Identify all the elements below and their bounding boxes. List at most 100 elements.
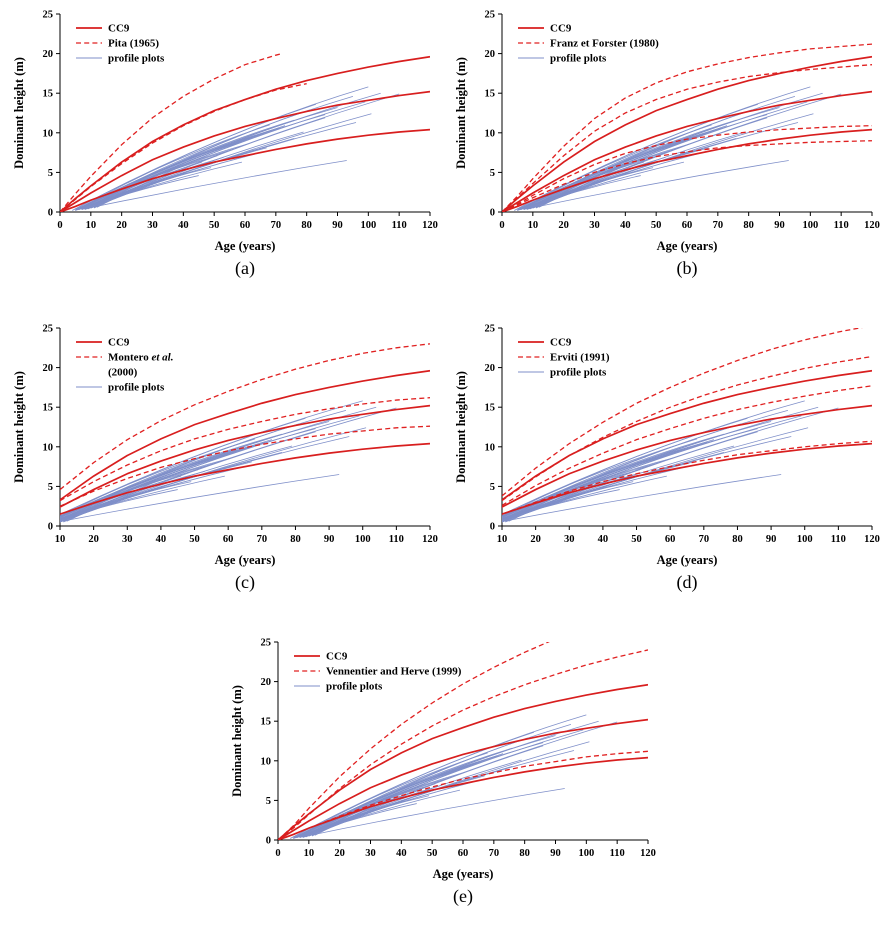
panel-caption-d: (d): [676, 572, 698, 592]
x-tick-label: 40: [156, 534, 167, 545]
x-tick-label: 100: [360, 220, 376, 231]
legend-label: Montero et al.: [108, 352, 173, 364]
x-tick-label: 90: [766, 534, 777, 545]
x-axis-title: Age (years): [433, 867, 494, 881]
y-tick-label: 0: [490, 208, 495, 219]
y-tick-label: 0: [48, 522, 53, 533]
profile-line: [302, 788, 565, 838]
cc9-curve: [60, 369, 430, 501]
x-tick-label: 120: [422, 534, 438, 545]
chart-c: 10 20 30 40 50 60 70 80 90 100 110 120 0 5 10 15 20 25 Age…: [10, 318, 442, 570]
y-tick-label: 15: [261, 717, 272, 728]
x-tick-label: 90: [550, 848, 561, 859]
x-tick-label: 10: [304, 848, 315, 859]
x-tick-label: 80: [732, 534, 743, 545]
x-tick-label: 90: [324, 534, 335, 545]
y-axis-title: Dominant height (m): [454, 57, 468, 169]
model-curve: [502, 440, 872, 515]
chart-e: 0 10 20 30 40 50 60 70 80 90 100 110 120 0 5 10 15 20 25 Ag…: [228, 632, 660, 884]
y-tick-label: 15: [43, 403, 54, 414]
x-tick-label: 110: [610, 848, 625, 859]
legend-label: Vennentier and Herve (1999): [326, 666, 462, 678]
y-tick-label: 5: [490, 168, 495, 179]
y-tick-label: 20: [485, 363, 496, 374]
model-curve: [502, 140, 872, 212]
panel-caption-e: (e): [453, 886, 473, 906]
chart-panel-b: 0 10 20 30 40 50 60 70 80 90 100 110 120 0 5 10 15 20 25 Ag…: [452, 4, 884, 279]
x-tick-label: 110: [834, 220, 849, 231]
legend-label: Erviti (1991): [550, 352, 610, 364]
legend: CC9 Montero et al. (2000) profile plots: [76, 337, 173, 394]
model-curve: [60, 343, 430, 491]
cc9-curve: [60, 404, 430, 508]
x-tick-label: 10: [528, 220, 539, 231]
legend-label: CC9: [108, 23, 130, 35]
chart-panel-c: 10 20 30 40 50 60 70 80 90 100 110 120 0 5 10 15 20 25 Age…: [10, 318, 442, 593]
y-tick-label: 25: [43, 324, 54, 335]
legend-label: CC9: [550, 337, 572, 349]
y-tick-label: 15: [485, 89, 496, 100]
profile-line: [93, 117, 326, 209]
chart-svg-b: 0 10 20 30 40 50 60 70 80 90 100 110 120 0 5 10 15 20 25 Ag…: [454, 10, 880, 254]
x-tick-label: 80: [290, 534, 301, 545]
profile-line: [78, 161, 243, 211]
profile-line: [60, 467, 239, 521]
profile-line: [535, 117, 768, 209]
x-axis-title: Age (years): [657, 553, 718, 567]
x-tick-label: 110: [392, 220, 407, 231]
series-group: [60, 52, 430, 212]
legend-label: profile plots: [326, 681, 383, 693]
chart-a: 0 10 20 30 40 50 60 70 80 90 100 110 120 0 5 10 15 20 25 Ag…: [10, 4, 442, 256]
model-curve: [502, 64, 872, 212]
profile-line: [502, 474, 782, 522]
x-tick-label: 40: [620, 220, 631, 231]
x-tick-label: 20: [334, 848, 345, 859]
profile-line: [311, 745, 544, 837]
legend: CC9 Pita (1965) profile plots: [76, 23, 165, 65]
x-tick-label: 30: [365, 848, 376, 859]
x-axis-title: Age (years): [215, 239, 276, 253]
cc9-curve: [502, 55, 872, 212]
panel-caption-c: (c): [235, 572, 255, 592]
y-axis-title: Dominant height (m): [454, 371, 468, 483]
x-tick-label: 40: [396, 848, 407, 859]
x-tick-label: 100: [578, 848, 594, 859]
legend-label: CC9: [550, 23, 572, 35]
profile-line: [299, 781, 473, 838]
x-tick-label: 70: [699, 534, 710, 545]
legend-label: Pita (1965): [108, 38, 159, 50]
series-group: [502, 328, 872, 523]
profile-line: [520, 161, 685, 211]
x-tick-label: 90: [332, 220, 343, 231]
y-tick-label: 15: [43, 89, 54, 100]
x-tick-label: 20: [88, 534, 99, 545]
profile-line: [502, 456, 708, 523]
legend-label: CC9: [108, 337, 130, 349]
x-tick-label: 40: [178, 220, 189, 231]
y-tick-label: 20: [485, 49, 496, 60]
model-curve: [60, 52, 283, 212]
model-curve: [502, 43, 872, 212]
chart-panel-a: 0 10 20 30 40 50 60 70 80 90 100 110 120 0 5 10 15 20 25 Ag…: [10, 4, 442, 279]
model-curve: [502, 328, 863, 497]
legend-label: profile plots: [550, 367, 607, 379]
y-tick-label: 10: [485, 442, 496, 453]
cc9-curve: [502, 128, 872, 212]
model-curve: [278, 642, 550, 840]
x-tick-label: 60: [458, 848, 469, 859]
series-group: [278, 642, 648, 840]
profile-line: [523, 153, 697, 210]
axes-b: 0 10 20 30 40 50 60 70 80 90 100 110 120 0 5 10 15 20 25: [485, 10, 880, 232]
x-tick-label: 60: [682, 220, 693, 231]
x-tick-label: 30: [147, 220, 158, 231]
x-tick-label: 80: [301, 220, 312, 231]
y-axis-title: Dominant height (m): [12, 57, 26, 169]
chart-svg-d: 10 20 30 40 50 60 70 80 90 100 110 120 0 5 10 15 20 25 Age…: [454, 324, 880, 568]
x-tick-label: 60: [665, 534, 676, 545]
model-curve: [502, 385, 872, 506]
model-curve: [502, 125, 872, 212]
cc9-curve: [502, 369, 872, 501]
x-tick-label: 120: [864, 534, 880, 545]
profile-line: [502, 489, 620, 520]
y-axis-title: Dominant height (m): [12, 371, 26, 483]
